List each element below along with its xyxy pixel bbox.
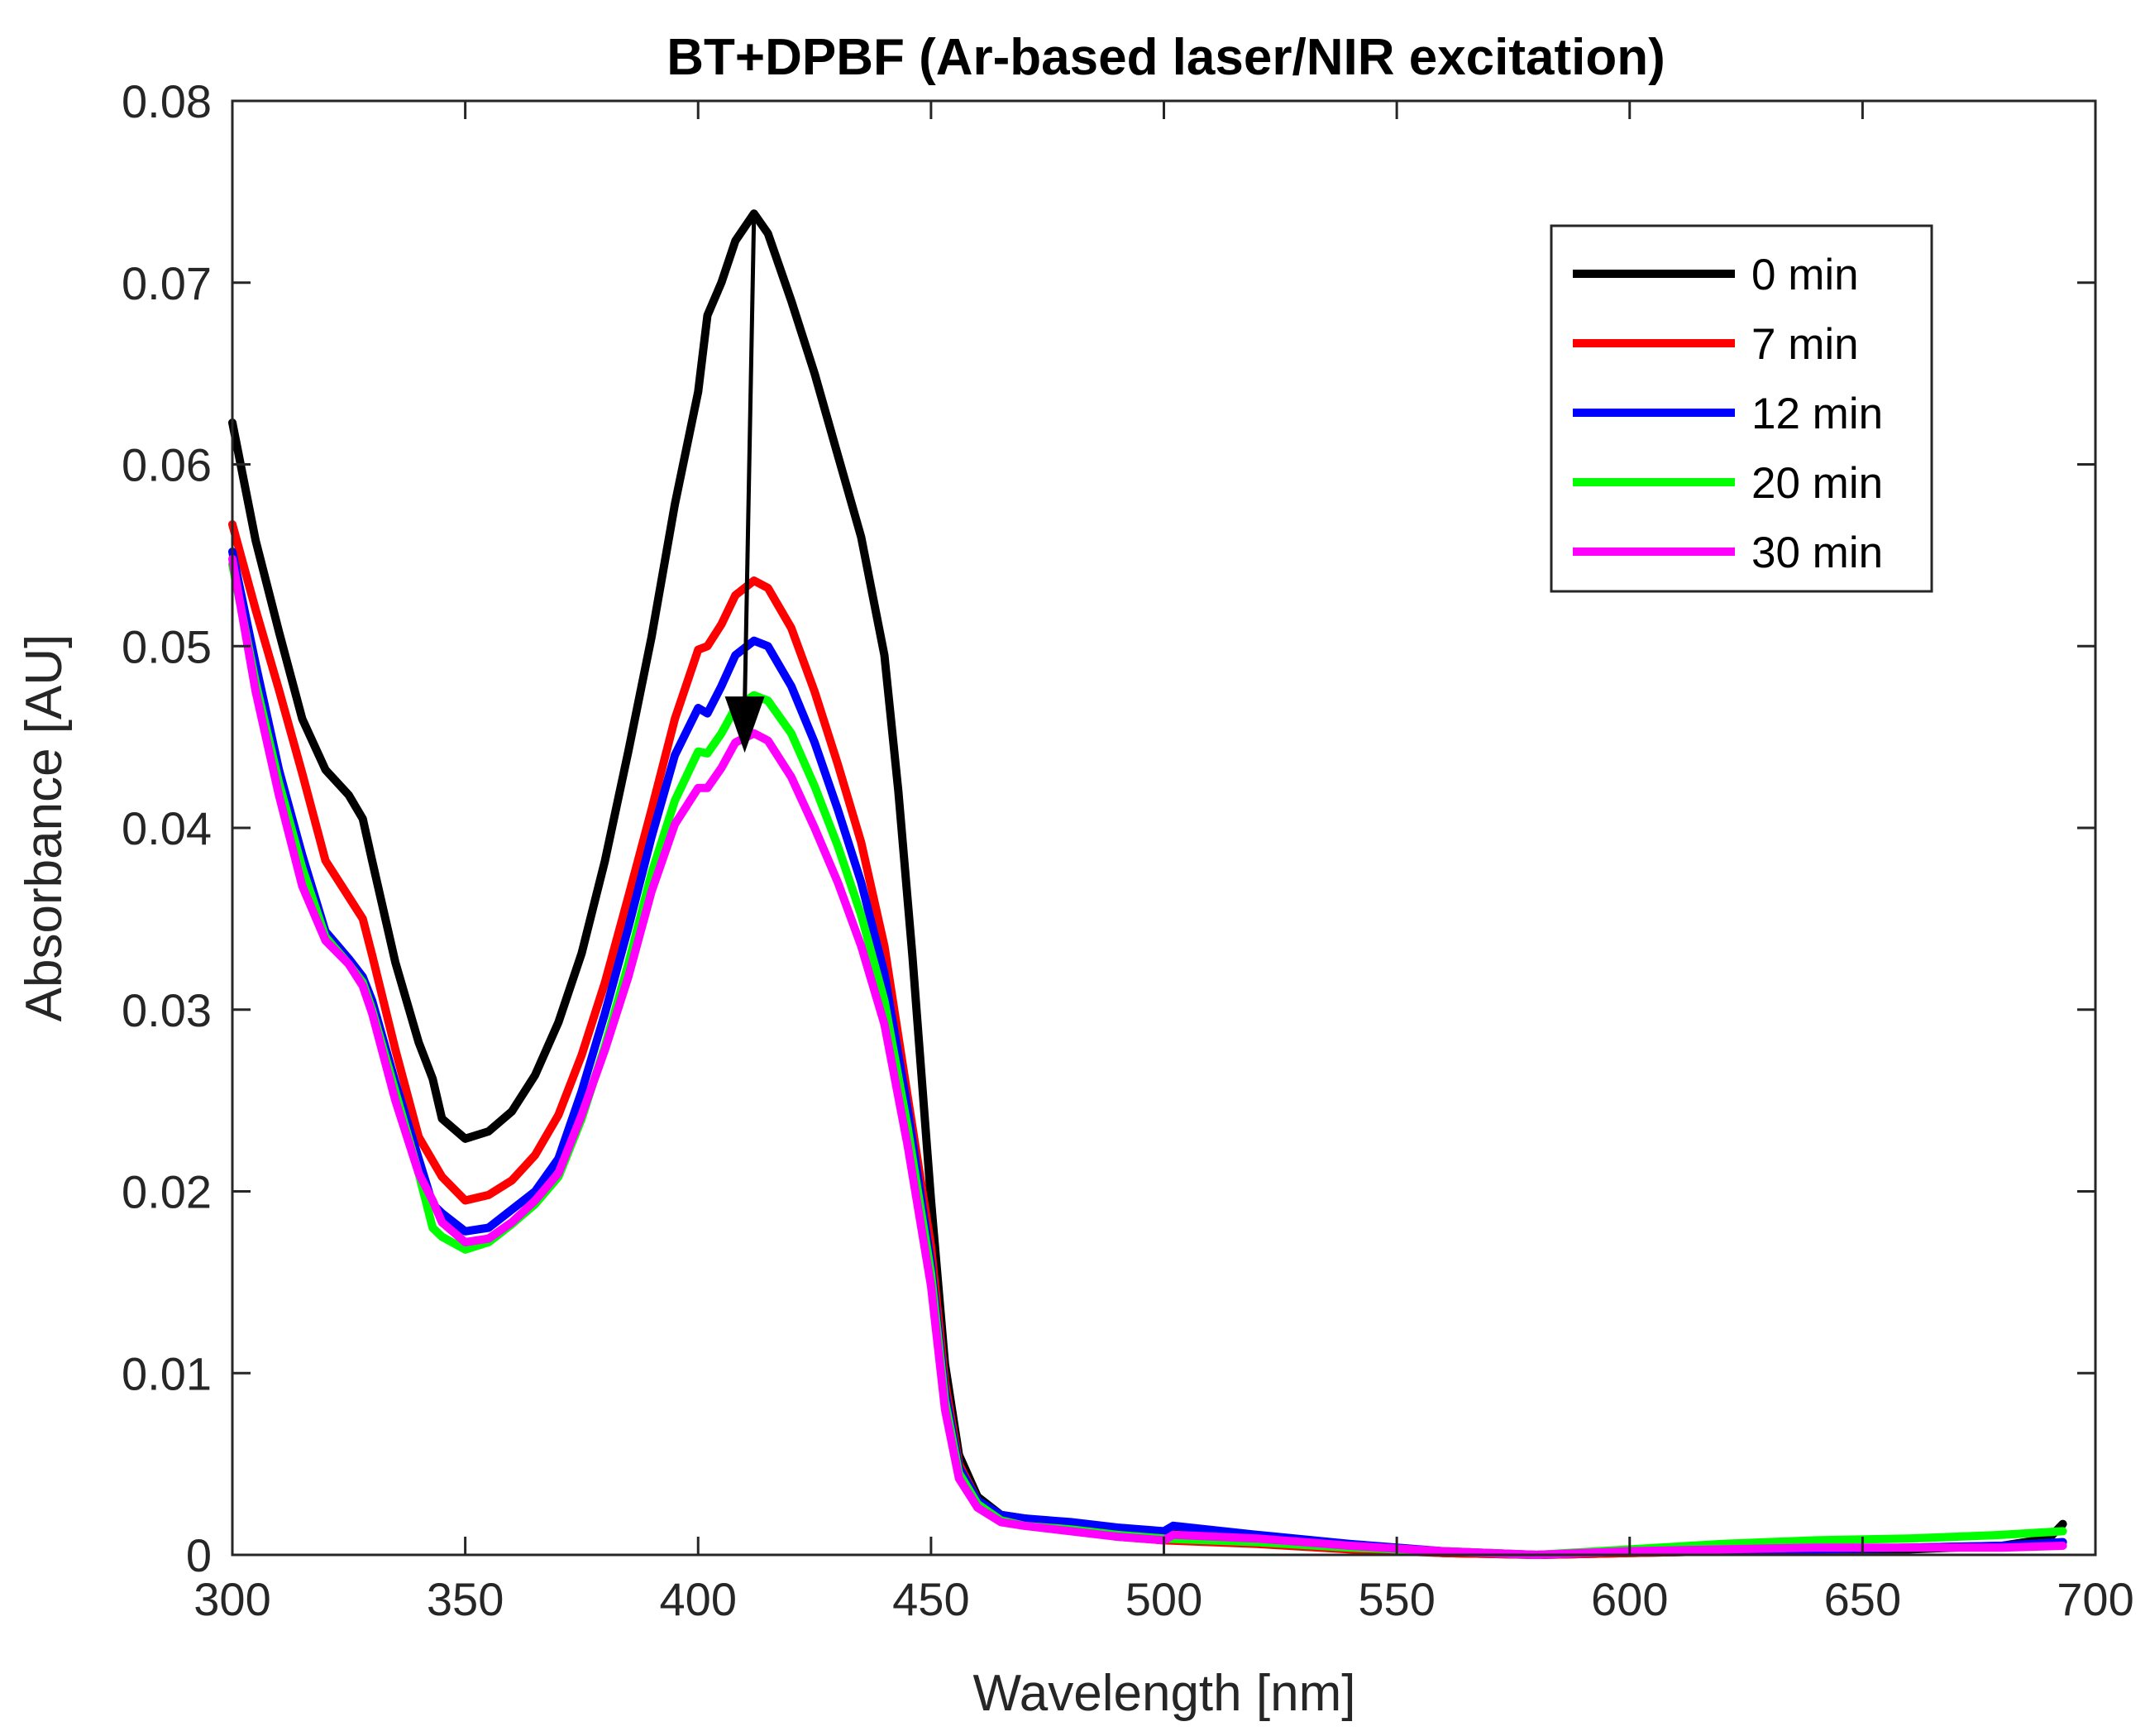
y-tick-label: 0.03 (122, 984, 212, 1036)
y-tick-label: 0.01 (122, 1347, 212, 1399)
x-tick-label: 650 (1824, 1573, 1901, 1625)
annotation-layer (724, 213, 765, 753)
chart-title: BT+DPBF (Ar-based laser/NIR excitation) (666, 29, 1665, 86)
legend-label-2: 12 min (1751, 390, 1883, 438)
y-tick-label: 0.07 (122, 257, 212, 309)
y-tick-label: 0.05 (122, 620, 212, 672)
x-tick-label: 600 (1591, 1573, 1668, 1625)
x-tick-label: 400 (660, 1573, 737, 1625)
y-tick-label: 0.02 (122, 1166, 212, 1218)
y-tick-label: 0 (186, 1529, 212, 1581)
y-tick-label: 0.08 (122, 75, 212, 127)
x-tick-label: 350 (427, 1573, 504, 1625)
legend: 0 min 7 min 12 min 20 min 30 min (1550, 224, 1933, 593)
arrow-shaft (743, 213, 757, 705)
y-tick-label: 0.04 (122, 802, 212, 854)
legend-label-0: 0 min (1751, 251, 1859, 299)
x-axis: 300 350 400 450 500 550 600 650 700 (194, 101, 2134, 1625)
legend-label-3: 20 min (1751, 459, 1883, 508)
x-tick-label: 300 (194, 1573, 270, 1625)
x-tick-label: 550 (1358, 1573, 1435, 1625)
series-line-4 (228, 554, 2067, 1559)
x-tick-label: 700 (2057, 1573, 2133, 1625)
x-tick-label: 450 (892, 1573, 969, 1625)
series-layer (228, 209, 2067, 1559)
x-axis-label: Wavelength [nm] (973, 1665, 1356, 1722)
arrow-head (724, 696, 765, 753)
x-tick-label: 500 (1125, 1573, 1202, 1625)
legend-label-1: 7 min (1751, 320, 1859, 369)
y-axis: 0 0.01 0.02 0.03 0.04 0.05 0.06 0.07 0.08 (122, 75, 2095, 1581)
y-axis-label: Absorbance [AU] (16, 634, 73, 1022)
y-tick-label: 0.06 (122, 439, 212, 491)
legend-label-4: 30 min (1751, 528, 1883, 577)
